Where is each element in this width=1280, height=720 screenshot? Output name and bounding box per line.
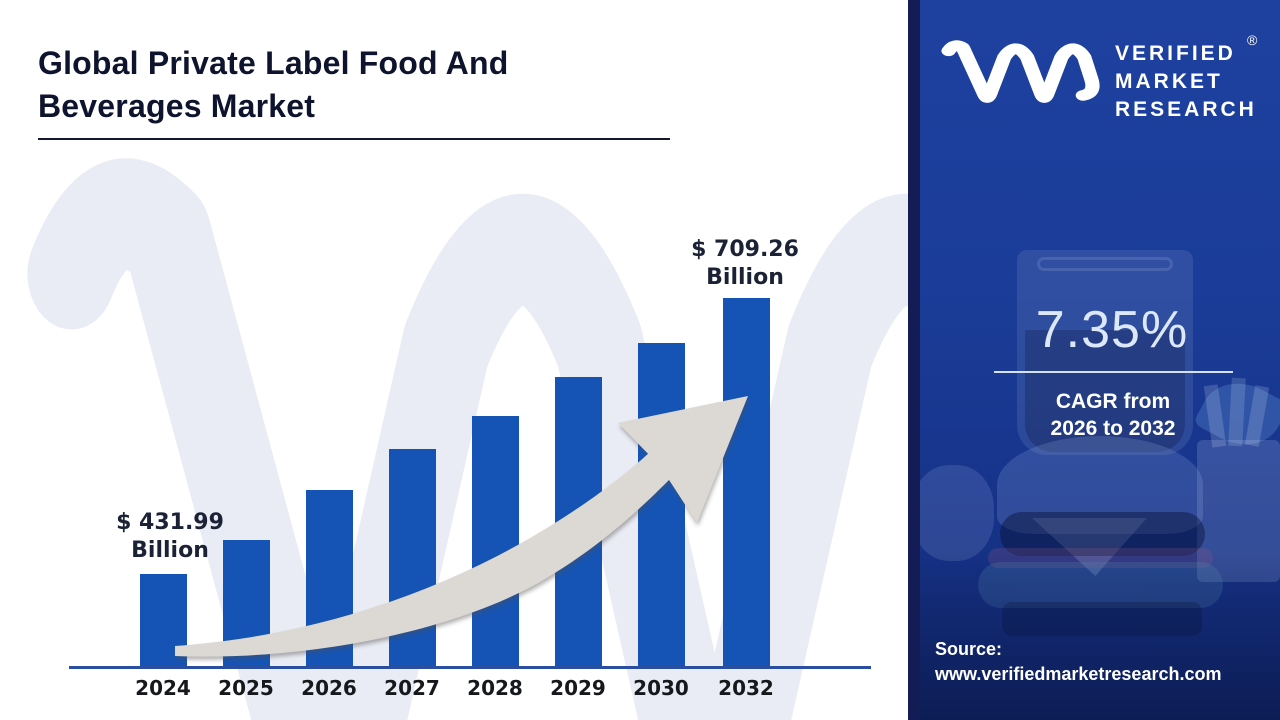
brand-line-market: MARKET xyxy=(1115,70,1223,93)
bar-2028 xyxy=(471,416,519,666)
x-axis-line xyxy=(69,666,871,669)
start-value-label: $ 431.99 Billion xyxy=(95,509,245,565)
brand-name: VERIFIED MARKET RESEARCH xyxy=(1115,40,1257,124)
x-axis-label-2029: 2029 xyxy=(550,676,606,700)
trend-arrow-head xyxy=(618,396,748,523)
burger-bun-top-shape xyxy=(997,436,1203,534)
x-axis-label-2025: 2025 xyxy=(218,676,274,700)
x-axis-label-2024: 2024 xyxy=(135,676,191,700)
start-value-amount: $ 431.99 xyxy=(116,510,224,535)
cagr-caption-line1: CAGR from xyxy=(1055,390,1171,413)
source-label: Source: xyxy=(935,639,1003,659)
bar-chart: $ 431.99 Billion $ 709.26 Billion 2024 20… xyxy=(69,236,871,700)
growth-trend-arrow-icon xyxy=(175,396,748,657)
page-title-line1: Global Private Label Food And xyxy=(38,45,509,81)
bar-2032 xyxy=(722,298,770,666)
x-axis-label-2028: 2028 xyxy=(467,676,523,700)
cagr-value: 7.35% xyxy=(1035,301,1189,359)
start-value-unit: Billion xyxy=(131,538,209,563)
page-title: Global Private Label Food And Beverages … xyxy=(38,42,508,128)
cagr-caption: CAGR from 2026 to 2032 xyxy=(933,388,1280,442)
end-value-unit: Billion xyxy=(706,265,784,290)
brand-line-research: RESEARCH xyxy=(1115,98,1257,121)
bar-2030 xyxy=(637,343,685,666)
cagr-divider xyxy=(994,371,1233,373)
burger-tomato-shape xyxy=(988,548,1213,568)
brand-panel: VERIFIED MARKET RESEARCH ® 7.35% CAGR fr… xyxy=(920,0,1280,720)
burger-lettuce-shape xyxy=(978,562,1223,608)
drink-glass-rim-shape xyxy=(1037,257,1173,271)
title-underline xyxy=(38,138,670,140)
brand-line-verified: VERIFIED xyxy=(1115,42,1236,65)
panel-edge-stripe xyxy=(908,0,920,720)
vmr-logo-icon xyxy=(941,40,1100,103)
x-axis-label-2026: 2026 xyxy=(301,676,357,700)
page-title-line2: Beverages Market xyxy=(38,88,316,124)
source-attribution: Source: www.verifiedmarketresearch.com xyxy=(935,637,1221,687)
source-url: www.verifiedmarketresearch.com xyxy=(935,664,1222,684)
burger-bun-bottom-shape xyxy=(1002,602,1202,636)
drink-liquid-shape xyxy=(1025,330,1185,452)
x-axis-label-2032: 2032 xyxy=(718,676,774,700)
lemon-garnish-shape xyxy=(920,465,994,561)
x-axis-label-2027: 2027 xyxy=(384,676,440,700)
end-value-amount: $ 709.26 xyxy=(691,237,799,262)
end-value-label: $ 709.26 Billion xyxy=(670,236,820,292)
cagr-caption-line2: 2026 to 2032 xyxy=(1050,417,1176,440)
burger-patty-shape xyxy=(1000,512,1205,556)
panel-bottom-fade xyxy=(920,550,1280,720)
drink-glass-shape xyxy=(1017,250,1193,455)
food-photo xyxy=(920,0,1280,720)
trend-arrow-body xyxy=(175,448,672,657)
registered-trademark-icon: ® xyxy=(1247,32,1258,48)
x-axis-label-2030: 2030 xyxy=(633,676,689,700)
fries-bucket-shape xyxy=(1197,440,1280,582)
